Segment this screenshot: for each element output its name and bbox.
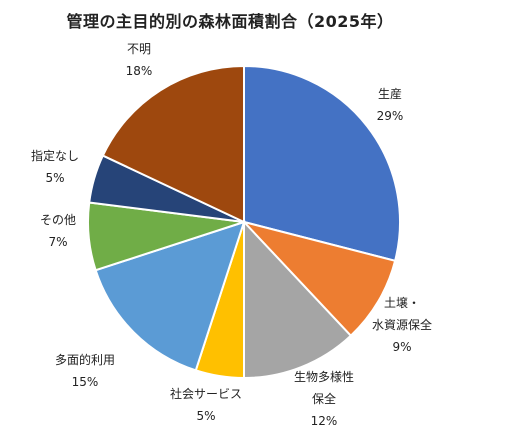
- pie-slice-8: [101, 64, 245, 224]
- slice-value-7: 5%: [45, 171, 64, 185]
- slice-value-2: 9%: [392, 340, 411, 354]
- slice-label-8: 不明 18%: [126, 42, 153, 78]
- slice-label-7: 指定なし 5%: [31, 148, 79, 185]
- chart-title: 管理の主目的別の森林面積割合（2025年）: [66, 12, 394, 31]
- slice-value-5: 15%: [72, 375, 99, 389]
- slice-name-2: 水資源保全: [372, 317, 432, 332]
- slice-label-2: 土壌・水資源保全 9%: [372, 296, 432, 354]
- slice-name-4: 社会サービス: [170, 386, 242, 401]
- slice-name-3: 保全: [312, 391, 336, 406]
- slice-name-3: 生物多様性: [294, 370, 354, 384]
- slice-value-3: 12%: [311, 414, 338, 427]
- slice-value-4: 5%: [196, 409, 215, 423]
- slice-label-5: 多面的利用 15%: [55, 352, 115, 389]
- pie-slice-1: [243, 64, 401, 263]
- slice-name-8: 不明: [127, 42, 151, 56]
- pie-slice-3: [243, 219, 353, 380]
- slice-label-3: 生物多様性保全 12%: [294, 370, 354, 427]
- slice-name-6: その他: [40, 213, 76, 227]
- slice-label-1: 生産 29%: [377, 86, 404, 123]
- slice-value-1: 29%: [377, 109, 404, 123]
- slice-label-4: 社会サービス 5%: [170, 386, 242, 423]
- slice-label-6: その他 7%: [40, 213, 76, 249]
- pie-slice-2: [240, 220, 397, 338]
- slice-name-2: 土壌・: [384, 296, 420, 310]
- slice-name-1: 生産: [378, 86, 402, 101]
- slice-value-6: 7%: [48, 235, 67, 249]
- slice-value-8: 18%: [126, 64, 153, 78]
- slice-name-7: 指定なし: [31, 148, 79, 163]
- slice-name-5: 多面的利用: [55, 352, 115, 367]
